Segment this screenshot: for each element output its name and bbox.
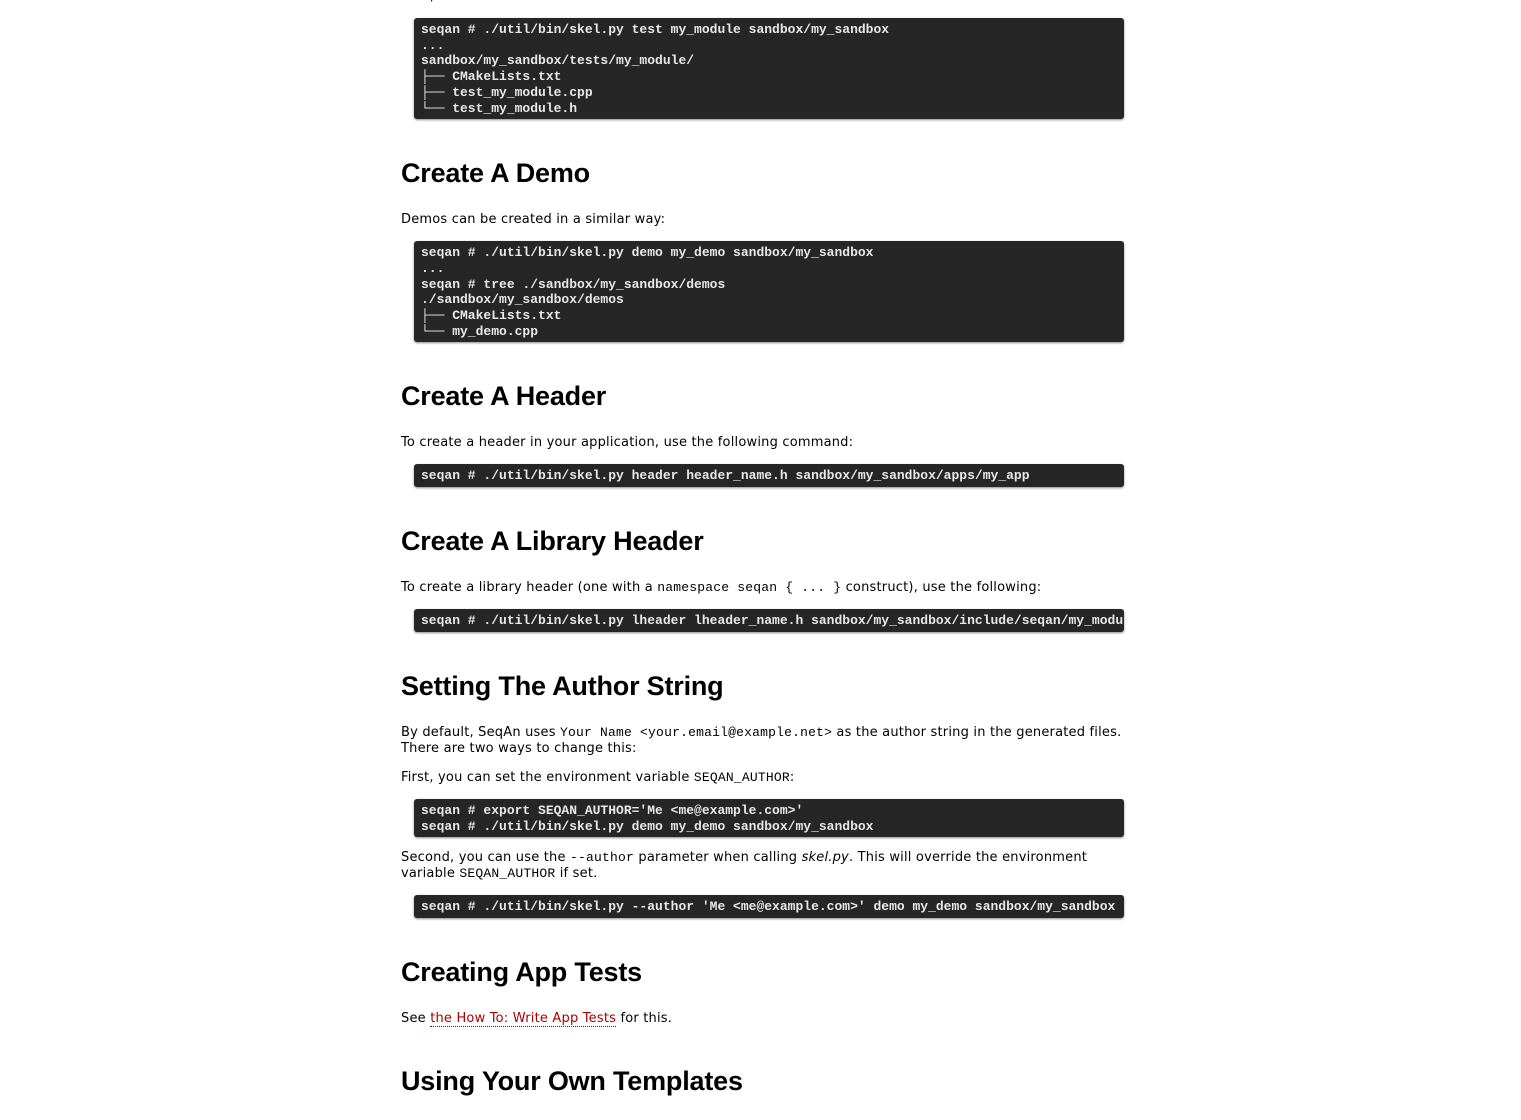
paragraph: Now, we can also create a test for our m…	[401, 0, 1125, 5]
paragraph: To create a library header (one with a n…	[401, 580, 1125, 596]
paragraph: First, you can set the environment varia…	[401, 770, 1125, 786]
code-line: ...	[421, 260, 445, 276]
text: Now, we can also create a test for our m…	[401, 0, 715, 4]
text: construct), use the following:	[841, 580, 1042, 596]
inline-code: SEQAN_AUTHOR	[459, 866, 556, 882]
section-heading: Create A Library Header	[401, 526, 704, 557]
text: First, you can set the environment varia…	[401, 769, 694, 785]
text: :	[789, 769, 795, 785]
inline-code: namespace seqan { ... }	[657, 580, 842, 596]
emphasis: skel.py	[801, 850, 849, 866]
code-line: sandbox/my_sandbox/tests/my_module/	[421, 53, 695, 69]
code-line: ├── CMakeLists.txt	[421, 69, 562, 85]
link[interactable]: the How To: Write App Tests	[430, 1010, 617, 1027]
code-line: ├── CMakeLists.txt	[421, 308, 562, 324]
code-line: seqan # tree ./sandbox/my_sandbox/demos	[421, 276, 726, 292]
code-line: seqan # ./util/bin/skel.py demo my_demo …	[421, 818, 874, 834]
code-block: seqan # ./util/bin/skel.py demo my_demo …	[414, 241, 1124, 343]
text: as the author string in the generated fi…	[401, 724, 1122, 756]
text: By default, SeqAn uses	[401, 724, 561, 740]
section-heading: Using Your Own Templates	[401, 1065, 743, 1096]
code-line: ├── test_my_module.cpp	[421, 84, 593, 100]
text: Demos can be created in a similar way:	[401, 212, 666, 228]
text: . This will override the environment var…	[401, 850, 1088, 882]
code-line: seqan # ./util/bin/skel.py header header…	[421, 468, 1030, 484]
code-line: seqan # ./util/bin/skel.py demo my_demo …	[421, 245, 874, 261]
text: for this.	[616, 1010, 673, 1026]
code-block: seqan # ./util/bin/skel.py --author 'Me …	[414, 895, 1124, 918]
text: if set.	[555, 866, 598, 882]
text: See	[401, 1010, 431, 1026]
section-heading: Create A Demo	[401, 158, 590, 189]
code-block: seqan # ./util/bin/skel.py header header…	[414, 464, 1124, 488]
code-line: seqan # ./util/bin/skel.py test my_modul…	[421, 22, 890, 37]
code-line: seqan # export SEQAN_AUTHOR='Me <me@exam…	[421, 802, 804, 818]
text: parameter when calling	[634, 850, 802, 866]
code-block: seqan # export SEQAN_AUTHOR='Me <me@exam…	[414, 798, 1124, 838]
inline-code: SEQAN_AUTHOR	[693, 769, 790, 785]
document: Now, we can also create a test for our m…	[401, 0, 1125, 1120]
code-line: seqan # ./util/bin/skel.py lheader lhead…	[421, 613, 1124, 629]
paragraph: Second, you can use the --author paramet…	[401, 850, 1125, 882]
code-line: ...	[421, 37, 445, 53]
text: To create a header in your application, …	[401, 435, 854, 451]
paragraph: To create a header in your application, …	[401, 435, 1125, 451]
section-heading: Create A Header	[401, 381, 607, 412]
paragraph: By default, SeqAn uses Your Name <your.e…	[401, 725, 1125, 757]
inline-code: --author	[570, 850, 635, 866]
paragraph: Demos can be created in a similar way:	[401, 212, 1125, 228]
section-heading: Setting The Author String	[401, 670, 724, 701]
paragraph: See the How To: Write App Tests for this…	[401, 1010, 1125, 1027]
code-block: seqan # ./util/bin/skel.py test my_modul…	[414, 18, 1124, 120]
code-line: └── test_my_module.h	[421, 100, 578, 116]
code-line: ./sandbox/my_sandbox/demos	[421, 292, 624, 308]
code-line: seqan # ./util/bin/skel.py --author 'Me …	[421, 899, 1116, 915]
text: Second, you can use the	[401, 850, 571, 866]
text: To create a library header (one with a	[401, 580, 658, 596]
code-line: └── my_demo.cpp	[421, 323, 539, 339]
section-heading: Creating App Tests	[401, 956, 642, 987]
inline-code: Your Name <your.email@example.net>	[560, 724, 833, 740]
code-block: seqan # ./util/bin/skel.py lheader lhead…	[414, 609, 1124, 632]
